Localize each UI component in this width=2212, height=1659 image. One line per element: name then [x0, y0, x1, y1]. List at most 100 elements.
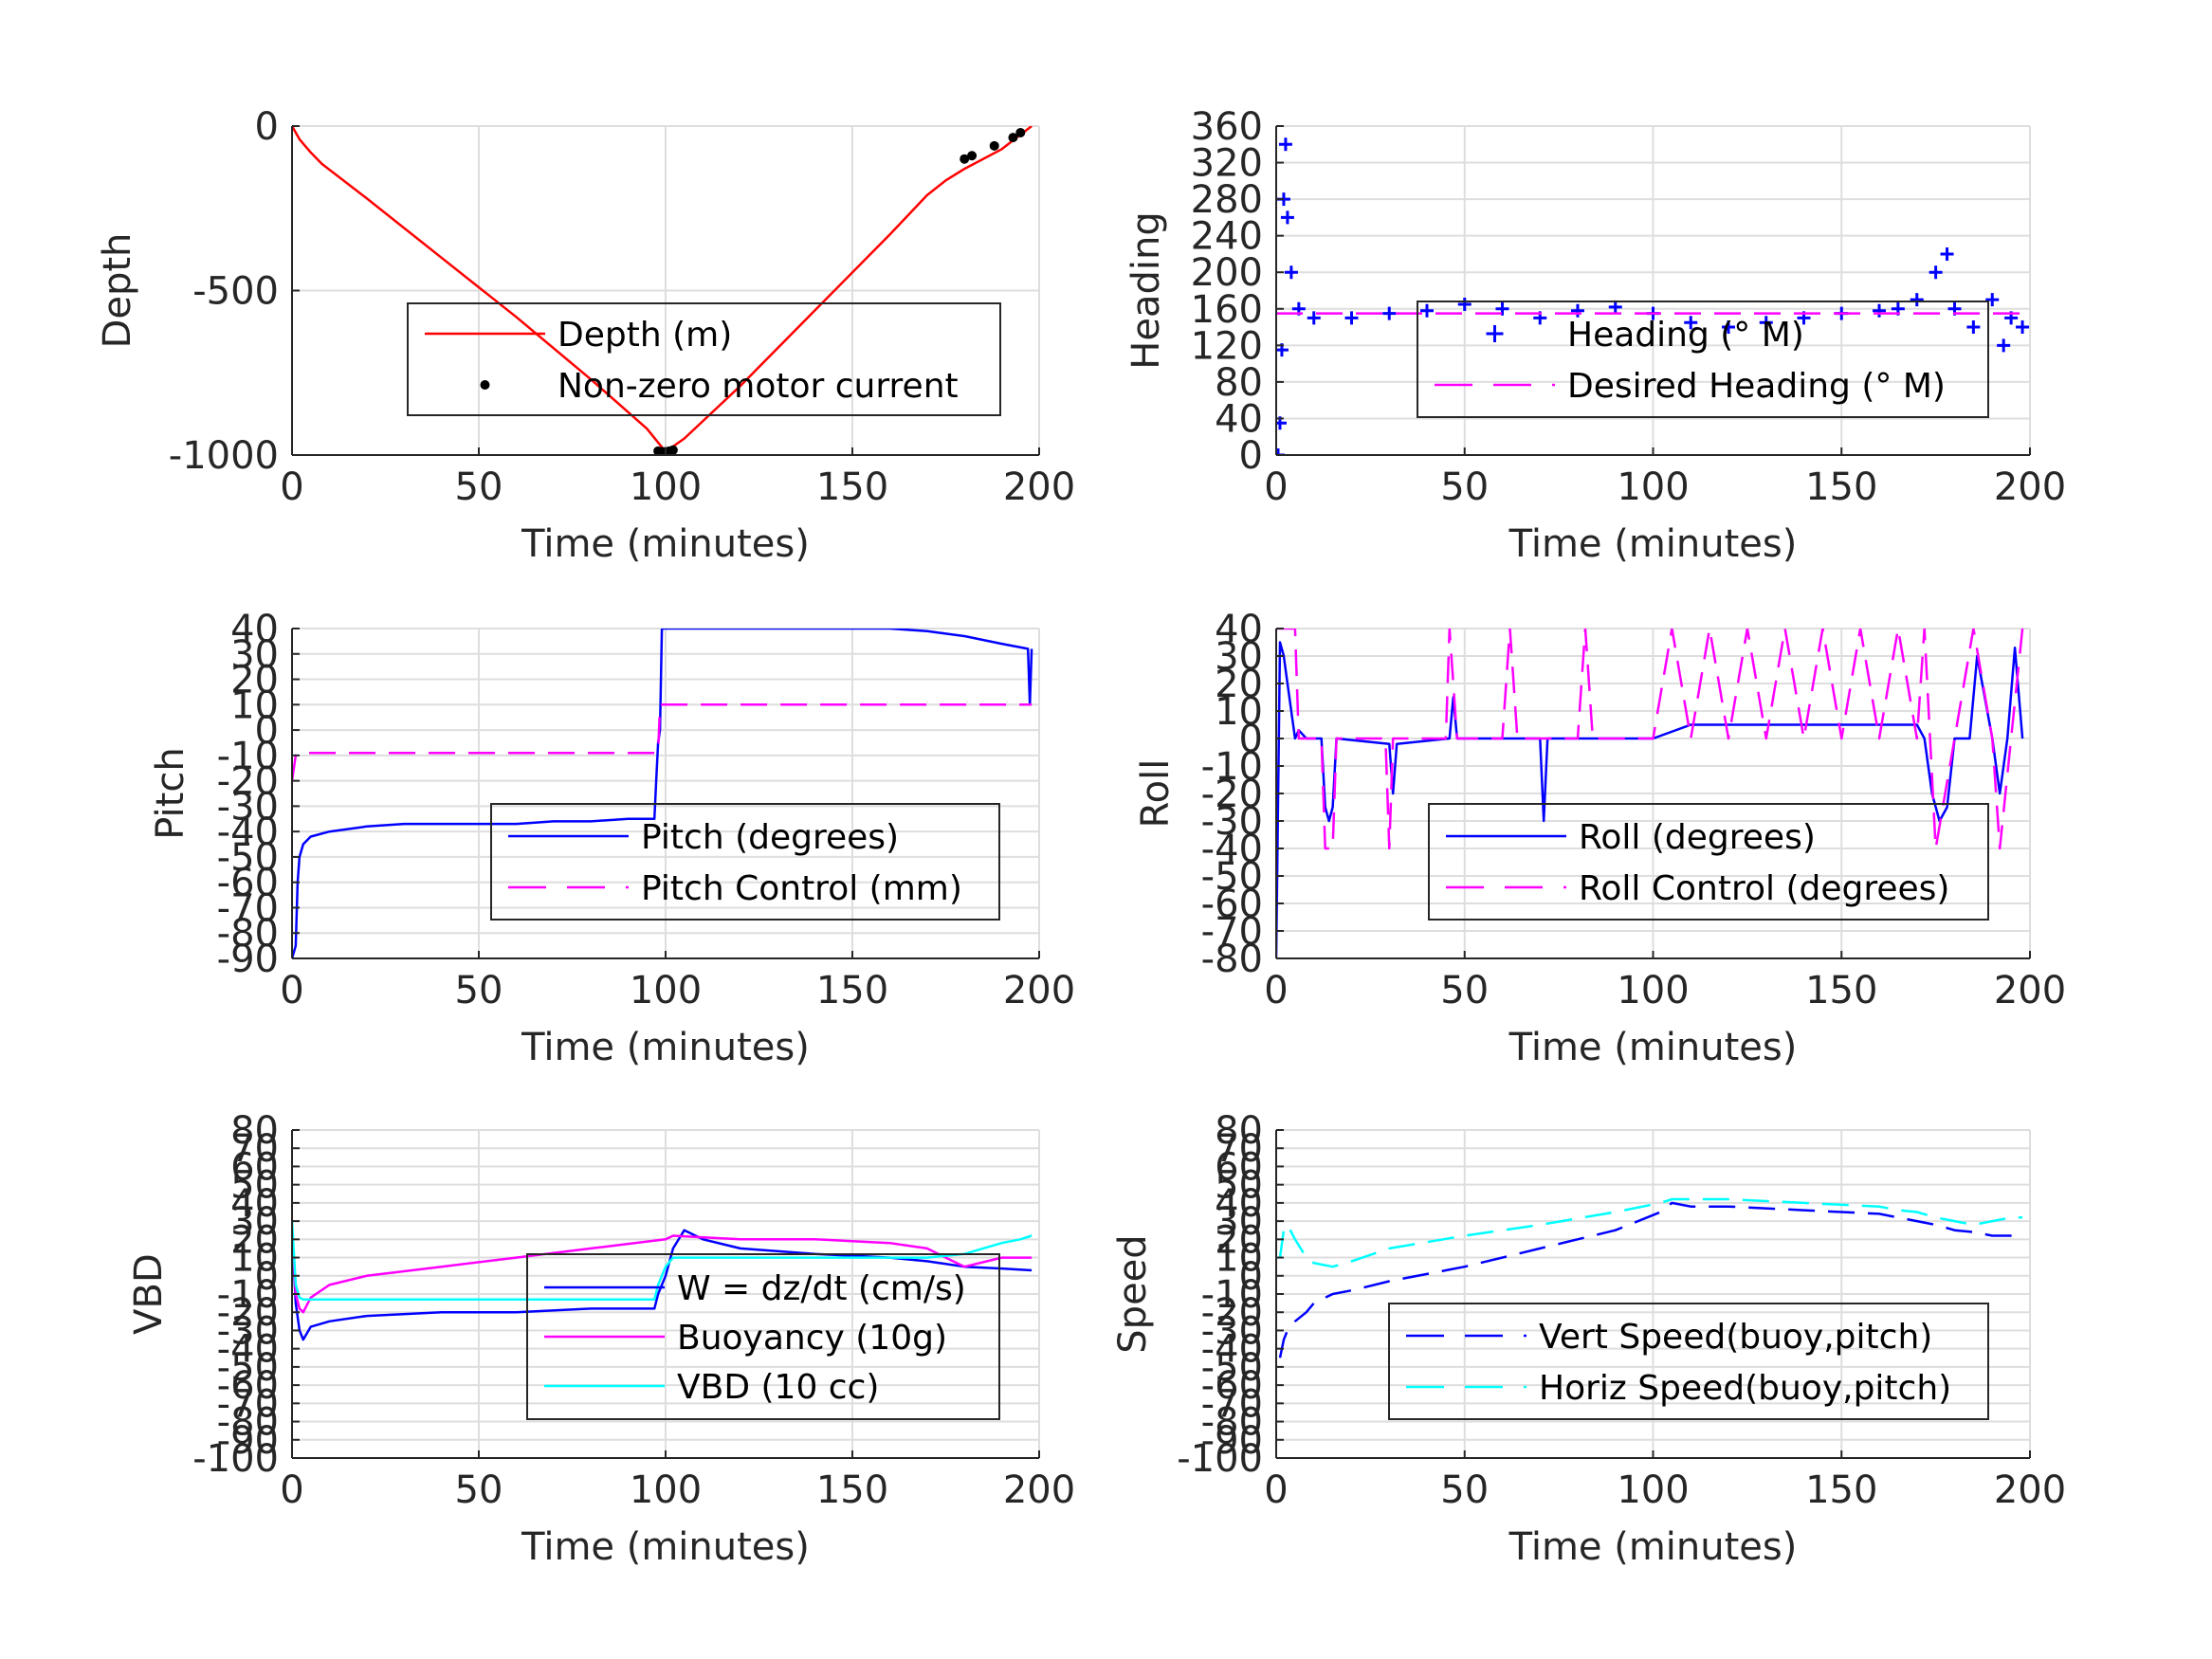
y-tick-label: 80	[1215, 361, 1263, 405]
y-tick-label: 280	[1191, 178, 1263, 222]
y-axis-label: Depth	[96, 233, 139, 349]
x-tick-label: 200	[1994, 1468, 2066, 1512]
y-tick-label: 0	[1239, 434, 1263, 478]
data-point	[960, 154, 970, 164]
data-point	[1276, 448, 1285, 455]
y-tick-label: -70	[1201, 1382, 1263, 1426]
x-tick-label: 150	[1805, 969, 1877, 1012]
x-tick-label: 0	[280, 969, 303, 1012]
y-tick-label: -80	[217, 912, 279, 956]
legend-label: Horiz Speed(buoy,pitch)	[1539, 1369, 1951, 1408]
series-2	[292, 703, 1033, 781]
y-axis-label: Heading	[1124, 211, 1168, 369]
data-point	[1910, 293, 1924, 307]
legend-swatch	[1486, 325, 1504, 342]
data-point	[1344, 311, 1359, 325]
series-2	[1278, 1197, 2023, 1268]
y-tick-label: 240	[1191, 215, 1263, 259]
y-tick-label: 0	[255, 1255, 279, 1299]
data-layer	[292, 1221, 1033, 1341]
chart-panel-4: 0 50 100 150 200-80-70-60-50-40-30-20-100102…	[1134, 608, 2066, 1069]
y-tick-label: 0	[1239, 1255, 1263, 1299]
data-point	[1008, 133, 1018, 143]
y-tick-label: 80	[230, 1109, 279, 1153]
y-tick-label: 80	[1215, 1109, 1263, 1153]
y-tick-label: 40	[230, 608, 279, 651]
y-tick-label: -70	[1201, 910, 1263, 954]
x-tick-label: 100	[630, 1468, 702, 1512]
legend: W = dz/dt (cm/s) Buoyancy (10g) VBD (10 cc…	[526, 1253, 1000, 1420]
x-tick-label: 150	[1805, 1468, 1877, 1512]
y-tick-label: -40	[217, 811, 279, 854]
y-axis-label: VBD	[127, 1253, 171, 1335]
series-1	[1278, 1201, 2023, 1358]
y-tick-label: 120	[1191, 324, 1263, 368]
y-tick-label: 200	[1191, 251, 1263, 295]
y-tick-label: -30	[1201, 1309, 1263, 1353]
data-point	[1280, 210, 1294, 225]
data-point	[1495, 301, 1509, 316]
x-tick-label: 100	[630, 465, 702, 509]
y-tick-label: -70	[217, 886, 279, 930]
y-tick-label: 10	[230, 684, 279, 727]
y-tick-label: 160	[1191, 288, 1263, 332]
y-tick-label: 40	[230, 1182, 279, 1226]
x-tick-label: 50	[1440, 465, 1489, 509]
y-tick-label: 10	[230, 1237, 279, 1281]
chart-panel-6: 0 50 100 150 200-100-90-80-70-60-50-40-30-20…	[1111, 1109, 2066, 1569]
x-tick-label: 150	[816, 969, 888, 1012]
chart-panel-2: 0 50 100 150 20004080120160200240280320360Ti…	[1124, 105, 2066, 566]
x-tick-label: 100	[630, 969, 702, 1012]
legend-label: Buoyancy (10g)	[677, 1319, 947, 1358]
data-point	[989, 140, 999, 151]
data-point	[967, 151, 978, 161]
x-tick-label: 200	[1003, 969, 1075, 1012]
chart-panel-1: 0 50 100 150 200 -1000 -500 0 Time (minutes) Dept…	[96, 105, 1075, 566]
y-tick-label: -80	[1201, 1401, 1263, 1445]
legend: Pitch (degrees) Pitch Control (mm)	[490, 803, 1000, 921]
legend-swatch	[480, 380, 490, 390]
y-tick-label: -70	[217, 1382, 279, 1426]
y-tick-label: -20	[1201, 1291, 1263, 1335]
x-tick-label: 100	[1617, 465, 1689, 509]
x-tick-label: 100	[1617, 969, 1689, 1012]
y-axis-label: Roll	[1134, 759, 1178, 829]
data-point	[1759, 316, 1773, 330]
y-tick-label: 320	[1191, 142, 1263, 186]
y-tick-label: -30	[217, 1309, 279, 1353]
y-tick-label: 0	[1239, 718, 1263, 761]
data-point	[667, 445, 678, 455]
data-point	[1307, 311, 1321, 325]
x-tick-label: 150	[816, 1468, 888, 1512]
legend-box	[1417, 301, 1989, 418]
x-tick-label: 50	[455, 969, 503, 1012]
y-tick-label: 30	[1215, 1200, 1263, 1244]
x-tick-label: 0	[1264, 465, 1288, 509]
y-tick-label: 60	[230, 1145, 279, 1189]
data-point	[1997, 338, 2011, 353]
legend-box	[1428, 803, 1989, 921]
series-line	[292, 1221, 1033, 1302]
legend-label: Roll (degrees)	[1579, 818, 1816, 857]
legend-label: Vert Speed(buoy,pitch)	[1539, 1318, 1932, 1357]
y-tick-label: -40	[1201, 1328, 1263, 1372]
y-tick-label: 30	[1215, 635, 1263, 679]
y-tick-label: -40	[1201, 828, 1263, 871]
legend: Vert Speed(buoy,pitch) Horiz Speed(buoy,p…	[1388, 1303, 1989, 1420]
legend-label: VBD (10 cc)	[677, 1368, 879, 1407]
y-tick-label: 50	[1215, 1164, 1263, 1208]
x-tick-label: 150	[1805, 465, 1877, 509]
series-2	[1276, 629, 2024, 850]
y-tick-label: -20	[217, 1291, 279, 1335]
data-point	[1457, 297, 1472, 311]
y-tick-label: -50	[1201, 855, 1263, 899]
legend-label: Pitch Control (mm)	[641, 869, 962, 908]
x-axis-label: Time (minutes)	[521, 1026, 810, 1069]
series-line	[1276, 629, 2024, 850]
x-axis-label: Time (minutes)	[521, 522, 810, 566]
y-tick-label: 20	[230, 659, 279, 702]
y-tick-label: -10	[1201, 1273, 1263, 1317]
y-tick-label: -50	[1201, 1346, 1263, 1390]
y-tick-label: -10	[217, 735, 279, 778]
